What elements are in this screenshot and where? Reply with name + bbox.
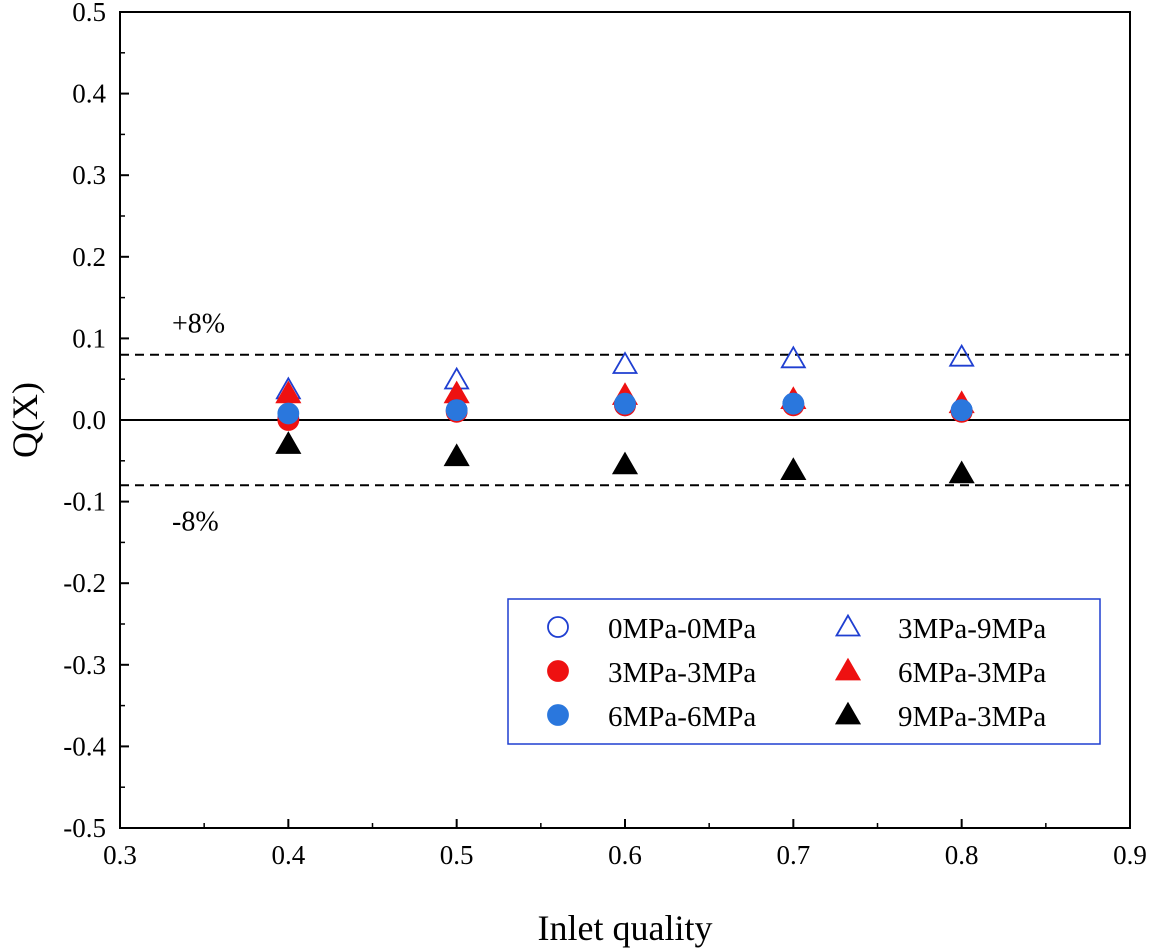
data-point <box>782 392 805 415</box>
y-tick-label: 0.5 <box>72 0 106 27</box>
plot-frame <box>119 11 1131 829</box>
y-tick-label: 0.0 <box>72 405 106 435</box>
legend: 0MPa-0MPa 3MPa-3MPa 6MPa-6MPa 3MPa-9MPa 6MPa… <box>507 598 1101 745</box>
legend-label: 0MPa-0MPa <box>608 613 756 645</box>
y-tick-label: 0.3 <box>72 160 106 190</box>
data-point <box>948 343 975 367</box>
legend-marker <box>834 613 862 637</box>
legend-marker <box>834 701 862 725</box>
data-point <box>614 392 636 415</box>
annotations: +8% -8% <box>172 309 225 538</box>
y-tick-label: -0.1 <box>63 487 106 517</box>
y-tick-label: 0.2 <box>72 242 106 272</box>
y-tick-label: -0.2 <box>63 568 106 598</box>
y-tick-label: -0.3 <box>63 650 106 680</box>
legend-marker <box>547 660 569 682</box>
data-point <box>445 399 468 422</box>
y-tick-label: -0.4 <box>63 731 106 761</box>
data-point <box>611 351 639 374</box>
annotation-label: +8% <box>172 309 225 340</box>
legend-marker <box>547 616 569 638</box>
data-point <box>275 431 302 454</box>
data-point <box>780 345 807 369</box>
data-point <box>611 451 639 475</box>
legend-label: 9MPa-3MPa <box>898 701 1046 733</box>
y-tick-label: 0.4 <box>72 79 106 109</box>
x-tick-label: 0.6 <box>608 840 642 870</box>
x-axis-title: Inlet quality <box>538 908 713 948</box>
data-point <box>277 402 300 425</box>
legend-label: 3MPa-9MPa <box>898 613 1046 645</box>
y-axis: -0.5 -0.4 -0.3 -0.2 -0.1 0.0 0.1 0.2 0.3 0.4 0.5 <box>63 0 129 843</box>
annotation-label: -8% <box>172 506 219 537</box>
y-axis-title: Q(X) <box>5 382 45 458</box>
x-tick-label: 0.8 <box>945 840 979 870</box>
x-axis: 0.3 0.4 0.5 0.6 0.7 0.8 0.9 <box>103 819 1147 870</box>
x-tick-label: 0.4 <box>271 840 305 870</box>
y-tick-label: 0.1 <box>72 323 106 353</box>
data-points <box>275 343 975 484</box>
x-tick-label: 0.9 <box>1113 840 1147 870</box>
data-point <box>275 380 302 404</box>
x-tick-label: 0.3 <box>103 840 137 870</box>
legend-label: 6MPa-3MPa <box>898 657 1046 689</box>
data-point <box>443 443 470 467</box>
x-tick-label: 0.7 <box>776 840 810 870</box>
legend-label: 3MPa-3MPa <box>608 657 756 689</box>
y-tick-label: -0.5 <box>63 813 106 843</box>
data-point <box>950 399 973 422</box>
legend-box <box>507 598 1101 745</box>
data-point <box>780 457 807 480</box>
legend-label: 6MPa-6MPa <box>608 701 756 733</box>
legend-marker <box>834 657 862 681</box>
legend-marker <box>547 704 569 726</box>
x-tick-label: 0.5 <box>440 840 474 870</box>
data-point <box>948 460 975 484</box>
